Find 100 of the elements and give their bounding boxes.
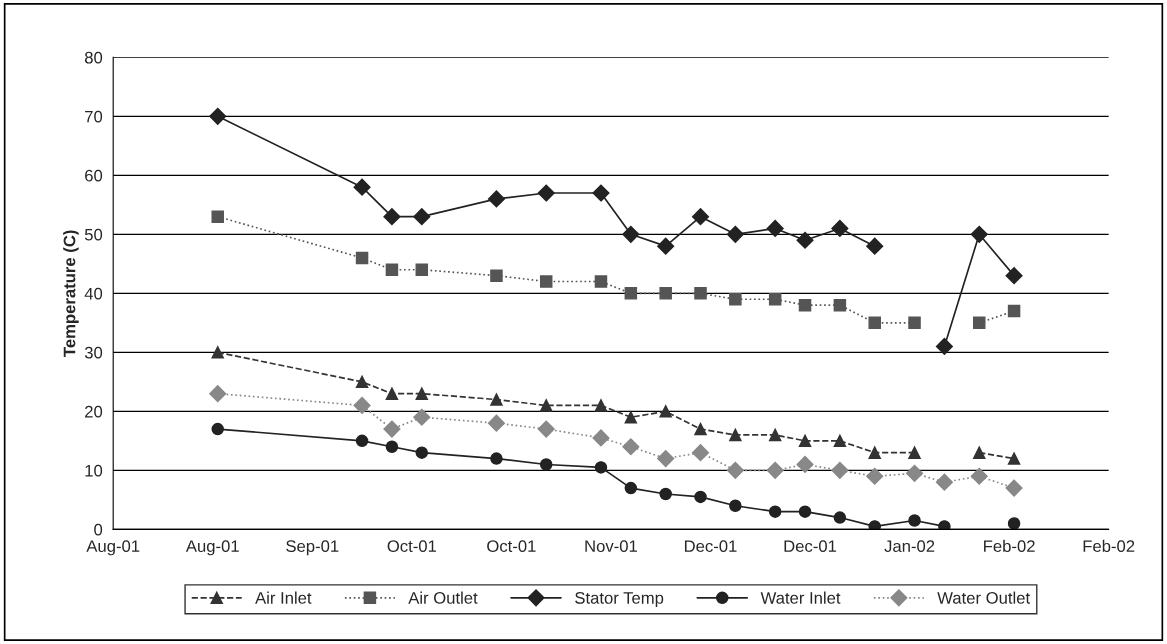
point (766, 219, 784, 237)
point (833, 434, 847, 448)
point (415, 446, 429, 459)
x-tick-label: Oct-01 (387, 540, 437, 553)
legend-label: Water Outlet (937, 591, 1030, 604)
point (866, 467, 884, 485)
point (487, 190, 505, 208)
y-tick-label: 40 (84, 287, 103, 300)
point (659, 405, 672, 418)
point (594, 461, 608, 474)
point (211, 346, 224, 359)
y-tick-label: 20 (85, 405, 103, 418)
point (624, 481, 638, 495)
y-tick-label: 30 (84, 346, 103, 359)
point (908, 514, 921, 527)
point (726, 225, 744, 243)
point (624, 287, 638, 300)
x-tick-label: Feb-02 (984, 539, 1035, 553)
point (383, 420, 401, 438)
point (729, 428, 742, 442)
x-tick-label: Dec-01 (784, 540, 837, 553)
y-tick-label: 80 (84, 51, 103, 64)
point (487, 414, 505, 432)
point (490, 393, 503, 406)
point (796, 455, 814, 474)
point (385, 440, 399, 454)
point (355, 434, 369, 448)
point (796, 231, 814, 249)
point (209, 385, 227, 403)
legend-label: Stator Temp (575, 592, 664, 608)
point (691, 444, 710, 462)
point (209, 107, 227, 125)
y-tick-label: 0 (94, 523, 103, 536)
point (729, 499, 742, 513)
x-tick-label: Dec-01 (684, 540, 737, 553)
point (353, 396, 371, 415)
point (694, 490, 707, 504)
point (490, 452, 503, 465)
point (866, 237, 884, 255)
point (413, 208, 431, 226)
point (972, 316, 986, 330)
point (970, 225, 988, 243)
point (1005, 479, 1023, 497)
point (539, 275, 553, 288)
point (415, 263, 429, 276)
point (729, 292, 742, 306)
point (211, 210, 224, 223)
point (355, 251, 369, 265)
x-tick-label: Nov-01 (585, 540, 637, 553)
point (1007, 304, 1021, 318)
point (905, 464, 924, 482)
point (657, 450, 675, 468)
point (490, 269, 503, 282)
y-tick-label: 10 (85, 464, 103, 477)
point (659, 287, 672, 300)
point (908, 446, 921, 459)
point (868, 316, 881, 330)
point (592, 429, 610, 447)
point (383, 208, 401, 226)
point (594, 399, 608, 412)
point (908, 316, 921, 330)
point (415, 387, 429, 400)
point (592, 184, 610, 202)
y-tick-label: 60 (85, 169, 103, 182)
point (833, 511, 847, 524)
point (833, 298, 847, 312)
x-tick-label: Aug-01 (86, 540, 140, 556)
point (938, 520, 951, 530)
point (539, 399, 553, 412)
y-tick-label: 70 (85, 110, 103, 123)
point (798, 434, 812, 448)
point (1005, 267, 1023, 285)
point (1007, 517, 1021, 530)
point (868, 446, 881, 459)
point (537, 420, 555, 438)
y-axis-title: Temperature (C) (63, 230, 79, 357)
point (766, 461, 784, 479)
legend-label: Water Inlet (760, 591, 841, 604)
point (935, 337, 953, 355)
point (622, 438, 640, 456)
point (768, 428, 782, 442)
x-tick-label: Sep-01 (286, 540, 339, 556)
point (798, 298, 812, 312)
point (539, 458, 553, 471)
point (726, 461, 744, 479)
point (385, 387, 399, 400)
point (935, 473, 953, 491)
point (657, 237, 675, 255)
point (355, 375, 369, 389)
y-tick-label: 50 (84, 228, 103, 241)
point (211, 422, 224, 436)
point (694, 287, 707, 300)
point (691, 208, 710, 226)
point (831, 461, 849, 479)
point (694, 422, 707, 436)
x-tick-label: Aug-01 (185, 540, 239, 556)
point (413, 408, 431, 426)
point (353, 178, 371, 196)
x-tick-label: Jan-02 (884, 540, 935, 553)
point (624, 411, 638, 424)
